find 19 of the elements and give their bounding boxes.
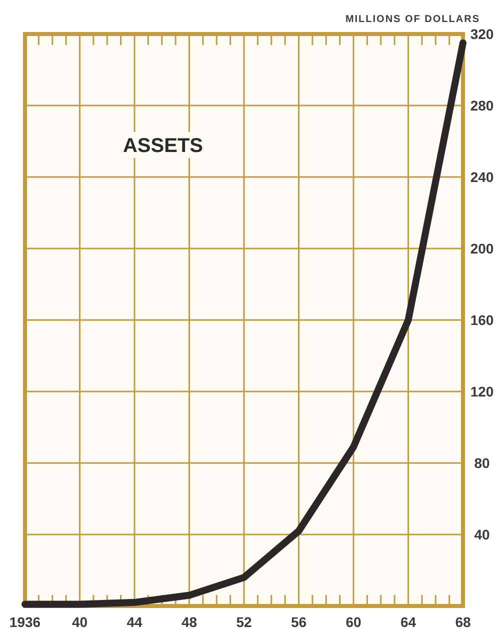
y-tick-label: 280 — [470, 97, 494, 114]
x-tick-label: 48 — [181, 614, 198, 630]
y-tick-label: 240 — [470, 168, 494, 185]
x-tick-label: 64 — [400, 614, 416, 630]
x-tick-label: 1936 — [9, 614, 41, 630]
x-tick-label: 68 — [455, 614, 471, 630]
y-tick-label: 120 — [470, 383, 494, 400]
y-tick-label: 80 — [474, 454, 490, 471]
x-tick-label: 52 — [236, 614, 252, 630]
x-tick-label: 44 — [126, 614, 142, 630]
y-tick-label: 320 — [470, 26, 494, 42]
text: ASSETS — [122, 135, 204, 157]
x-tick-label: 56 — [290, 614, 307, 630]
x-tick-label: 40 — [72, 614, 88, 630]
y-tick-label: 200 — [470, 240, 494, 256]
y-tick-label: 40 — [474, 526, 490, 542]
y-axis-title: MILLIONS OF DOLLARS — [345, 14, 480, 25]
x-tick-label: 60 — [346, 614, 362, 630]
y-tick-label: 160 — [470, 312, 494, 328]
